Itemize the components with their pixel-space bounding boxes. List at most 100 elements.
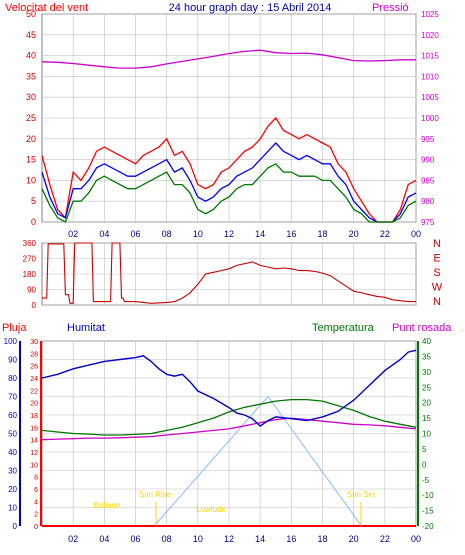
rain-tick-label: 24	[30, 376, 38, 383]
x-tick-label: 14	[255, 229, 265, 239]
wind-panel-grid	[42, 13, 417, 223]
temperature-tick-label: 5	[422, 445, 427, 454]
compass-label: N	[433, 296, 441, 308]
direction-degree-axis: 0 90 180 270 360	[23, 239, 37, 310]
wind-pressure-series	[41, 49, 417, 223]
wind-tick-label: 20	[26, 134, 36, 144]
wind-tick-label: 10	[26, 175, 36, 185]
pressure-tick-label: 1005	[421, 93, 439, 102]
humidity-tick-label: 100	[4, 337, 18, 346]
x-tick-label: 08	[162, 534, 172, 544]
sun-annotation-label: Sun Set	[347, 490, 376, 499]
wind-tick-label: 30	[26, 92, 36, 102]
temperature-tick-label: -10	[422, 491, 434, 500]
sun-annotation-label: Brillade	[94, 501, 121, 510]
wind-low-line	[41, 162, 417, 223]
rain-tick-label: 10	[30, 462, 38, 469]
wind-tick-label: 15	[26, 155, 36, 165]
humidity-line	[41, 349, 417, 428]
rain-tick-label: 22	[30, 388, 38, 395]
humidity-tick-label: 80	[8, 374, 17, 383]
rain-tick-label: 0	[34, 524, 38, 531]
rain-tick-label: 2	[34, 512, 38, 519]
pressure-axis: 975 980 985 990 995 1000 1005 1010 1015 1020 1025	[421, 10, 439, 227]
wind-speed-axis: 0 5 10 15 20 25 30 35 40 45 50	[26, 9, 36, 227]
x-tick-label: 04	[99, 534, 109, 544]
wind-tick-label: 40	[26, 51, 36, 61]
x-tick-label: 12	[224, 534, 234, 544]
pressure-tick-label: 975	[421, 218, 435, 227]
wind-speed-label: Velocitat del vent	[5, 2, 88, 14]
pressure-line	[41, 49, 416, 69]
x-tick-label: 16	[286, 229, 296, 239]
compass-label: N	[433, 238, 441, 250]
temperature-label: Temperatura	[312, 322, 375, 334]
temperature-line	[41, 398, 417, 436]
x-tick-label: 06	[130, 229, 140, 239]
wind-average-line	[41, 142, 417, 223]
direction-tick-label: 270	[23, 255, 37, 264]
x-tick-label: 02	[68, 534, 78, 544]
x-tick-label: 18	[317, 534, 327, 544]
graph-title: 24 hour graph day : 15 Abril 2014	[169, 2, 332, 14]
pressure-tick-label: 1015	[421, 52, 439, 61]
x-tick-label: 06	[130, 534, 140, 544]
humidity-tick-label: 20	[8, 485, 17, 494]
solar-curve-line	[153, 395, 362, 527]
rain-tick-label: 16	[30, 425, 38, 432]
temperature-tick-label: 20	[422, 399, 431, 408]
wind-tick-label: 0	[31, 217, 36, 227]
x-tick-label: 08	[162, 229, 172, 239]
direction-tick-label: 360	[23, 239, 37, 248]
direction-panel-grid	[42, 242, 417, 306]
direction-tick-label: 0	[32, 301, 37, 310]
rain-tick-label: 12	[30, 450, 38, 457]
humidity-label: Humitat	[67, 322, 105, 334]
compass-label: E	[433, 253, 440, 265]
rain-tick-label: 18	[30, 413, 38, 420]
pressure-tick-label: 1025	[421, 10, 439, 19]
sun-annotation-label: Lowlude	[196, 505, 226, 514]
x-tick-label: 22	[380, 229, 390, 239]
humidity-tick-label: 0	[13, 522, 18, 531]
sun-annotation-label: Sun Rise	[139, 490, 172, 499]
wind-tick-label: 45	[26, 30, 36, 40]
dewpoint-label: Punt rosada	[392, 322, 452, 334]
x-tick-label: 02	[68, 229, 78, 239]
x-tick-label: 22	[380, 534, 390, 544]
pressure-label: Pressió	[372, 2, 409, 14]
temperature-tick-label: -5	[422, 476, 430, 485]
x-tick-label: 10	[193, 534, 203, 544]
wind-tick-label: 5	[31, 196, 36, 206]
rain-tick-label: 14	[30, 438, 38, 445]
temperature-axis: -20 -15 -10 -5 0 5 10 15 20 25 30 35 40	[422, 337, 434, 531]
compass-label: W	[432, 282, 443, 294]
wind-direction-series	[42, 242, 416, 304]
rain-tick-label: 30	[30, 339, 38, 346]
x-tick-label: 18	[317, 229, 327, 239]
temp-time-axis: 02 04 06 08 10 12 14 16 18 20 22 00	[68, 534, 421, 544]
rain-tick-label: 26	[30, 364, 38, 371]
x-tick-label: 20	[349, 534, 359, 544]
rain-tick-label: 20	[30, 401, 38, 408]
x-tick-label: 14	[255, 534, 265, 544]
humidity-tick-label: 90	[8, 356, 17, 365]
temperature-tick-label: 25	[422, 383, 431, 392]
compass-label: S	[433, 267, 440, 279]
pressure-tick-label: 980	[421, 197, 435, 206]
rain-tick-label: 8	[34, 475, 38, 482]
pressure-tick-label: 1020	[421, 31, 439, 40]
x-tick-label: 00	[411, 534, 421, 544]
humidity-tick-label: 70	[8, 393, 17, 402]
wind-tick-label: 35	[26, 71, 36, 81]
rain-label: Pluja	[2, 322, 27, 334]
wind-direction-line	[42, 242, 416, 304]
pressure-tick-label: 1010	[421, 72, 439, 81]
direction-tick-label: 90	[27, 286, 36, 295]
